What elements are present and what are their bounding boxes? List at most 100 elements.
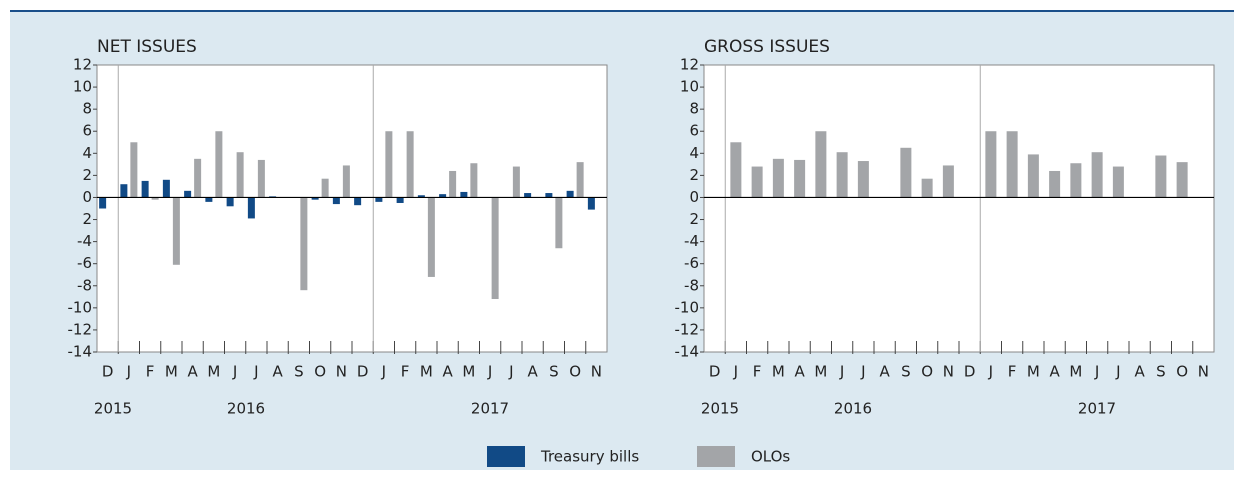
chart-title: NET ISSUES <box>97 37 197 57</box>
y-tick-label: 0 <box>689 188 699 206</box>
x-tick-label: D <box>709 363 721 381</box>
year-label: 2016 <box>834 400 872 418</box>
chart-title: GROSS ISSUES <box>704 37 830 57</box>
x-tick-label: A <box>1049 363 1060 381</box>
bar <box>587 197 595 210</box>
bar <box>1027 154 1039 198</box>
y-tick-label: 10 <box>73 78 92 96</box>
x-tick-label: A <box>1134 363 1145 381</box>
y-tick-label: -14 <box>675 343 700 361</box>
bar <box>375 197 383 202</box>
bar <box>427 197 435 277</box>
bar <box>311 197 319 200</box>
bar <box>470 163 478 198</box>
x-tick-label: M <box>772 363 785 381</box>
year-label: 2015 <box>94 400 132 418</box>
bar <box>1176 162 1188 198</box>
year-label: 2017 <box>471 400 509 418</box>
bar <box>555 197 563 249</box>
y-tick-label: 2 <box>82 210 92 228</box>
legend-swatch <box>487 446 525 467</box>
x-tick-label: A <box>442 363 453 381</box>
legend-label: Treasury bills <box>540 448 639 466</box>
x-tick-label: O <box>921 363 933 381</box>
bar <box>1112 166 1124 198</box>
bar <box>460 191 468 198</box>
x-tick-label: F <box>753 363 762 381</box>
bar <box>985 131 997 198</box>
x-tick-label: O <box>569 363 581 381</box>
bar <box>385 131 393 198</box>
plot-area <box>96 64 608 353</box>
bar <box>794 159 806 198</box>
bar <box>1006 131 1018 198</box>
x-tick-label: O <box>314 363 326 381</box>
y-tick-label: 0 <box>82 188 92 206</box>
bar <box>772 158 784 198</box>
bar <box>545 193 553 198</box>
legend-label: OLOs <box>751 448 790 466</box>
x-tick-label: N <box>1198 363 1209 381</box>
y-tick-label: 6 <box>82 122 92 140</box>
x-tick-label: F <box>146 363 155 381</box>
bar <box>342 165 350 198</box>
y-tick-label: 8 <box>689 100 699 118</box>
x-tick-label: J <box>487 363 492 381</box>
legend-swatch <box>697 446 735 467</box>
y-tick-label: -12 <box>68 320 93 338</box>
bar <box>332 197 340 205</box>
y-tick-label: -4 <box>77 232 92 250</box>
y-tick-label: -6 <box>77 254 92 272</box>
x-tick-label: D <box>964 363 976 381</box>
bar <box>1155 155 1167 198</box>
year-label: 2015 <box>701 400 739 418</box>
bar <box>836 152 848 198</box>
year-label: 2016 <box>227 400 265 418</box>
year-label: 2017 <box>1078 400 1116 418</box>
y-tick-label: -4 <box>684 232 699 250</box>
x-tick-label: J <box>733 363 738 381</box>
x-tick-label: D <box>102 363 114 381</box>
plot-area <box>703 64 1215 353</box>
x-tick-label: A <box>794 363 805 381</box>
y-tick-label: -14 <box>68 343 93 361</box>
bar <box>406 131 414 198</box>
x-tick-label: J <box>253 363 258 381</box>
bar <box>815 131 827 198</box>
x-tick-label: N <box>336 363 347 381</box>
x-tick-label: D <box>357 363 369 381</box>
x-tick-label: A <box>879 363 890 381</box>
bar <box>205 197 213 202</box>
x-tick-label: M <box>1027 363 1040 381</box>
y-tick-label: 12 <box>73 56 92 74</box>
x-tick-label: F <box>1008 363 1017 381</box>
bar <box>130 142 138 198</box>
x-tick-label: A <box>272 363 283 381</box>
y-tick-label: 2 <box>689 210 699 228</box>
bar <box>449 170 457 198</box>
bar <box>247 197 255 219</box>
bar <box>396 197 404 203</box>
bar <box>1070 163 1082 198</box>
x-tick-label: J <box>860 363 865 381</box>
x-tick-label: M <box>420 363 433 381</box>
x-tick-label: A <box>187 363 198 381</box>
y-tick-label: -12 <box>675 320 700 338</box>
x-tick-label: F <box>401 363 410 381</box>
bar <box>900 147 912 198</box>
bar <box>99 197 107 209</box>
x-tick-label: O <box>1176 363 1188 381</box>
y-tick-label: 8 <box>82 100 92 118</box>
bar <box>354 197 362 206</box>
x-tick-label: J <box>126 363 131 381</box>
x-tick-label: M <box>814 363 827 381</box>
bar <box>1049 170 1061 198</box>
x-tick-label: M <box>165 363 178 381</box>
bar <box>921 178 933 198</box>
x-tick-label: M <box>1069 363 1082 381</box>
bar <box>942 165 954 198</box>
bar <box>491 197 499 300</box>
x-tick-label: J <box>1115 363 1120 381</box>
bar <box>194 158 202 198</box>
